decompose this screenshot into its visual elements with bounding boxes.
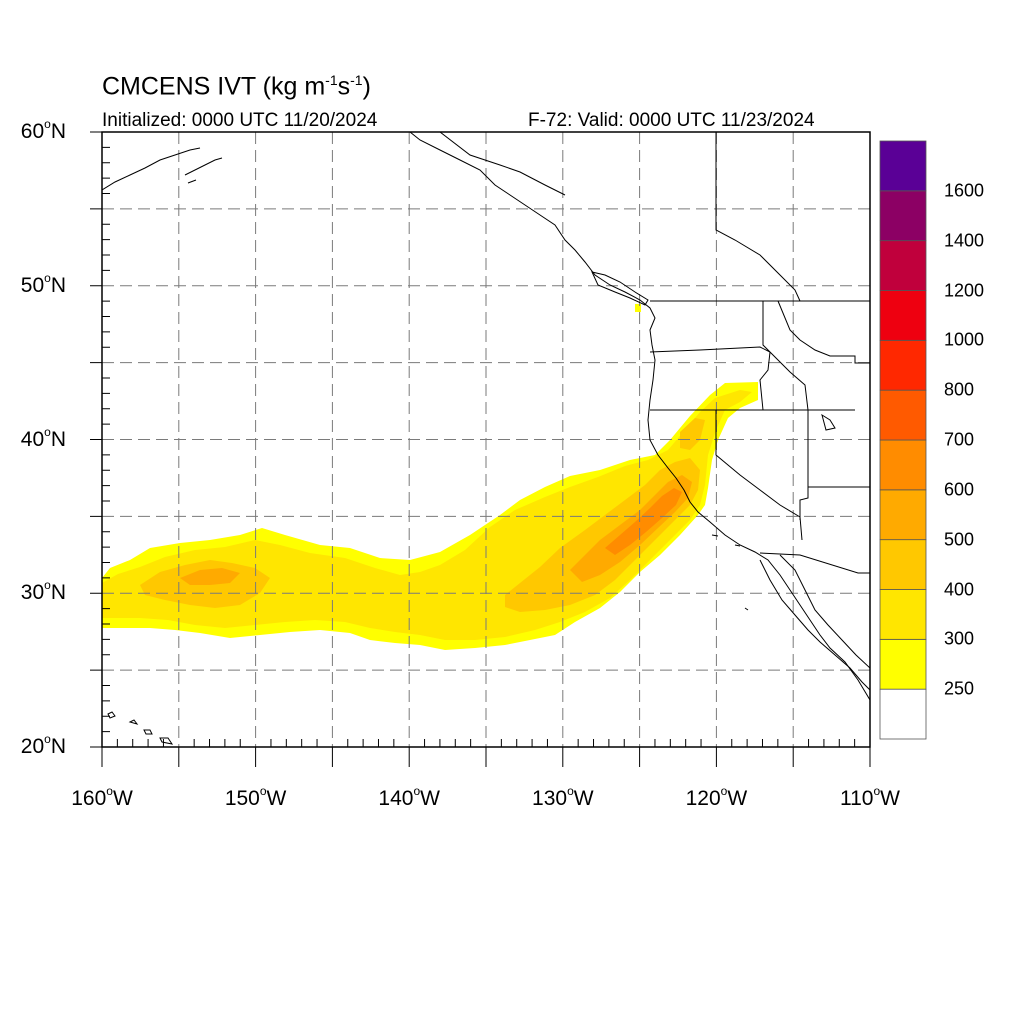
north-america-coast [409, 132, 870, 701]
colorbar-bin [879, 489, 927, 541]
colorbar-bin [879, 339, 927, 391]
ivt-contour-400 [140, 418, 705, 612]
colorbar-label: 1600 [944, 180, 985, 201]
lon-label: 130oW [532, 784, 594, 810]
nevada-border [799, 410, 809, 520]
colorbar-label: 1000 [944, 329, 985, 350]
coastlines-and-borders [102, 132, 870, 745]
colorbar-bin [879, 240, 927, 291]
colorbar-bin [879, 190, 927, 242]
lat-label: 60oN [20, 117, 66, 143]
colorbar-label: 400 [944, 579, 975, 599]
colorbar-label: 250 [944, 678, 975, 699]
colorbar-bin [879, 140, 927, 192]
lat-label: 30oN [20, 578, 66, 605]
alaska-coast [102, 147, 201, 191]
colorbar-bin [879, 638, 927, 690]
initialized-label: Initialized: 0000 UTC 11/20/2024 [102, 110, 378, 131]
colorbar-bin [879, 539, 927, 590]
lon-label: 110oW [840, 784, 900, 810]
great-salt-lake [821, 413, 836, 431]
colorbar-label: 300 [944, 628, 975, 649]
lon-label: 160oW [71, 784, 133, 810]
colorbar-label: 500 [944, 529, 975, 550]
ivt-contour-600 [605, 488, 682, 555]
ivt-shading-layer [102, 304, 758, 650]
graticule [102, 132, 870, 747]
colorbar-label: 800 [944, 379, 975, 400]
axis-ticks [90, 131, 871, 767]
bc-alaska-border [439, 132, 566, 196]
valid-time-label: F-72: Valid: 0000 UTC 11/23/2024 [528, 110, 815, 131]
lon-label: 150oW [224, 784, 287, 810]
ivt-contour-500 [180, 475, 692, 585]
colorbar [879, 140, 927, 740]
lon-label: 140oW [378, 784, 440, 810]
hawaii-islands [107, 711, 174, 745]
alaska-islands [184, 157, 223, 184]
ivt-spot [635, 304, 641, 312]
colorbar-label: 1200 [944, 280, 985, 300]
colorbar-label: 700 [944, 429, 975, 450]
lat-label: 20oN [20, 732, 66, 758]
colorbar-bin [879, 290, 927, 341]
lon-label: 120oW [685, 784, 748, 810]
lat-label: 50oN [20, 270, 66, 297]
colorbar-bin [879, 389, 927, 441]
colorbar-label: 1400 [944, 230, 985, 251]
chart-title: CMCENS IVT (kg m-1s-1) [102, 72, 371, 101]
colorbar-bin [879, 439, 927, 491]
colorbar-bin [879, 589, 927, 640]
alberta-border [715, 132, 801, 302]
vancouver-island [591, 271, 649, 306]
baja-california [759, 554, 870, 691]
colorbar-bin [879, 688, 927, 740]
colorbar-label: 600 [944, 479, 975, 500]
lat-label: 40oN [20, 424, 66, 451]
channel-islands [711, 534, 749, 611]
